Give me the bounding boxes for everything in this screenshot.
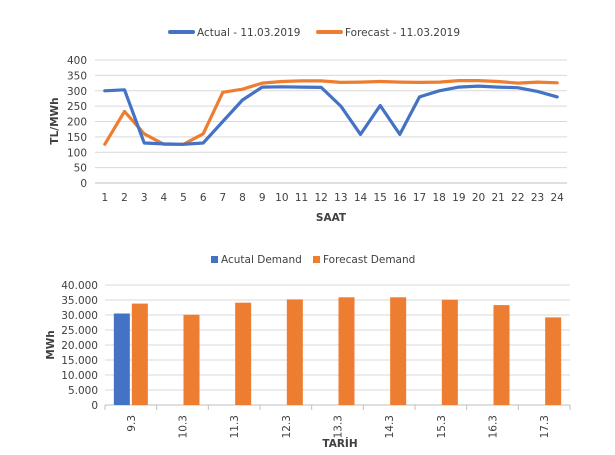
chart1-x-tick-label: 13 bbox=[334, 192, 347, 204]
chart2-bar-forecast-demand bbox=[131, 303, 148, 405]
chart1-y-tick-label: 100 bbox=[67, 147, 87, 159]
chart2-y-tick-label: 35.000 bbox=[61, 295, 98, 307]
chart1-x-tick-label: 6 bbox=[200, 192, 207, 204]
chart2-x-tick-label: 9.3 bbox=[126, 415, 138, 432]
chart2-legend: Acutal Demand Forecast Demand bbox=[211, 254, 415, 266]
chart1-x-tick-label: 7 bbox=[219, 192, 226, 204]
chart1-y-tick-labels: 0 50 100 150 200 250 300 350 400 bbox=[67, 55, 87, 190]
chart2-x-axis-label: TARİH bbox=[322, 436, 357, 450]
chart1-y-tick-label: 350 bbox=[67, 70, 87, 82]
chart2-x-tick-label: 10.3 bbox=[178, 415, 190, 438]
chart1-x-tick-label: 12 bbox=[314, 192, 327, 204]
chart2-y-tick-label: 25.000 bbox=[61, 325, 98, 337]
chart2-x-tick-label: 16.3 bbox=[488, 415, 500, 438]
chart2-y-tick-label: 30.000 bbox=[61, 310, 98, 322]
chart2-x-tick-label: 11.3 bbox=[229, 415, 241, 438]
chart2-y-axis-label: MWh bbox=[45, 330, 57, 360]
chart1-series-lines bbox=[103, 78, 559, 146]
chart1-x-tick-label: 19 bbox=[452, 192, 465, 204]
chart1-x-tick-label: 8 bbox=[239, 192, 246, 204]
chart2-y-tick-label: 15.000 bbox=[61, 355, 98, 367]
chart1-x-tick-label: 5 bbox=[180, 192, 187, 204]
chart2-bar-forecast-demand bbox=[441, 299, 458, 405]
legend-forecast-demand-label: Forecast Demand bbox=[323, 254, 415, 266]
chart1-y-tick-label: 300 bbox=[67, 86, 87, 98]
chart1-x-tick-label: 15 bbox=[373, 192, 386, 204]
chart2-x-tick-label: 15.3 bbox=[436, 415, 448, 438]
daily-demand-bar-chart: Acutal Demand Forecast Demand 0 5.000 10.0… bbox=[45, 254, 571, 450]
chart1-x-tick-label: 1 bbox=[101, 192, 108, 204]
chart2-bar-forecast-demand bbox=[493, 305, 510, 405]
chart2-gridlines bbox=[104, 284, 571, 410]
chart1-x-tick-label: 23 bbox=[531, 192, 544, 204]
legend-actual-label: Actual - 11.03.2019 bbox=[197, 27, 300, 39]
chart1-y-tick-label: 200 bbox=[67, 117, 87, 129]
chart2-x-tick-label: 14.3 bbox=[384, 415, 396, 438]
chart2-bar-forecast-demand bbox=[390, 297, 407, 405]
chart1-actual-line bbox=[103, 84, 559, 146]
chart2-bar-forecast-demand bbox=[286, 299, 303, 405]
chart2-bar-forecast-demand bbox=[183, 314, 200, 405]
chart1-y-tick-label: 400 bbox=[67, 55, 87, 67]
chart2-y-tick-label: 5.000 bbox=[68, 385, 98, 397]
chart1-y-tick-label: 50 bbox=[74, 163, 87, 175]
chart1-x-tick-label: 21 bbox=[491, 192, 504, 204]
legend-forecast-demand-swatch bbox=[313, 256, 320, 263]
chart1-x-tick-label: 2 bbox=[121, 192, 128, 204]
legend-actual-demand-swatch bbox=[211, 256, 218, 263]
chart2-y-tick-label: 0 bbox=[91, 400, 98, 412]
chart1-x-tick-label: 9 bbox=[259, 192, 266, 204]
chart1-x-tick-labels: 1 2 3 4 5 6 7 8 9 10 11 12 13 14 15 16 17 18 19 20 21 22 23 24 bbox=[101, 192, 564, 204]
chart1-x-tick-label: 17 bbox=[413, 192, 426, 204]
chart1-x-tick-label: 18 bbox=[432, 192, 445, 204]
chart1-x-tick-label: 14 bbox=[354, 192, 368, 204]
chart2-bars bbox=[113, 297, 562, 405]
legend-forecast-label: Forecast - 11.03.2019 bbox=[345, 27, 460, 39]
chart2-x-tick-label: 17.3 bbox=[539, 415, 551, 438]
chart2-x-tick-label: 12.3 bbox=[281, 415, 293, 438]
chart1-x-axis-label: SAAT bbox=[316, 212, 347, 224]
chart1-x-tick-label: 22 bbox=[511, 192, 524, 204]
chart1-y-tick-label: 0 bbox=[80, 178, 87, 190]
chart1-y-tick-label: 150 bbox=[67, 132, 87, 144]
chart2-y-tick-label: 40.000 bbox=[61, 280, 98, 292]
hourly-price-line-chart: Actual - 11.03.2019 Forecast - 11.03.201… bbox=[49, 27, 567, 224]
chart2-x-tick-label: 13.3 bbox=[333, 415, 345, 438]
chart2-y-tick-label: 10.000 bbox=[61, 370, 98, 382]
chart1-x-tick-label: 20 bbox=[472, 192, 485, 204]
chart1-gridlines bbox=[95, 59, 567, 184]
chart2-bar-forecast-demand bbox=[545, 317, 562, 405]
chart1-x-tick-label: 3 bbox=[141, 192, 148, 204]
chart1-y-axis-label: TL/MWh bbox=[49, 97, 61, 144]
chart2-bar-forecast-demand bbox=[235, 302, 252, 405]
chart2-bar-forecast-demand bbox=[338, 297, 355, 405]
chart2-y-tick-labels: 0 5.000 10.000 15.000 20.000 25.000 30.000 35.0… bbox=[61, 280, 98, 412]
chart1-x-tick-label: 4 bbox=[160, 192, 167, 204]
chart1-y-tick-label: 250 bbox=[67, 101, 87, 113]
chart2-y-tick-label: 20.000 bbox=[61, 340, 98, 352]
chart1-legend: Actual - 11.03.2019 Forecast - 11.03.201… bbox=[168, 27, 460, 39]
legend-actual-demand-label: Acutal Demand bbox=[221, 254, 302, 266]
chart1-forecast-line bbox=[103, 78, 559, 146]
chart2-bar-actual-demand bbox=[113, 313, 130, 405]
chart1-x-tick-label: 10 bbox=[275, 192, 288, 204]
chart1-x-tick-label: 24 bbox=[550, 192, 564, 204]
chart1-x-tick-label: 11 bbox=[295, 192, 308, 204]
chart1-x-tick-label: 16 bbox=[393, 192, 407, 204]
chart2-x-tick-labels: 9.3 10.3 11.3 12.3 13.3 14.3 15.3 16.3 17.3 bbox=[126, 415, 551, 438]
